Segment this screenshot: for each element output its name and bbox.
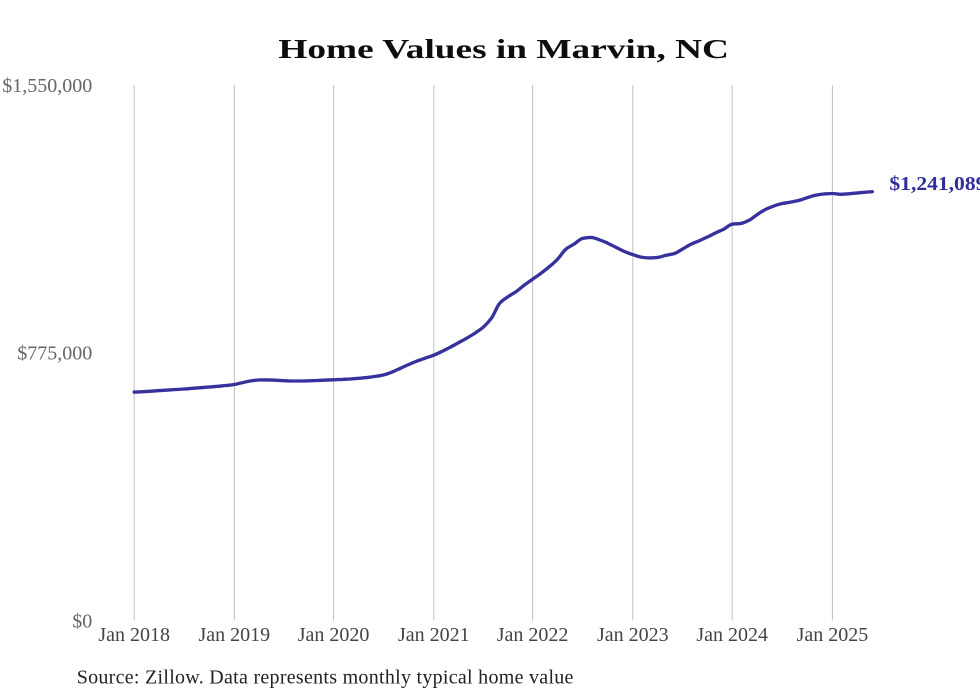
svg-text:$0: $0 (72, 610, 92, 632)
svg-text:$1,241,089: $1,241,089 (889, 173, 980, 195)
svg-text:Jan 2024: Jan 2024 (696, 624, 768, 646)
svg-text:Jan 2025: Jan 2025 (797, 624, 869, 646)
svg-text:Home Values in Marvin, NC: Home Values in Marvin, NC (278, 33, 729, 64)
svg-text:Jan 2019: Jan 2019 (198, 624, 270, 646)
svg-text:Jan 2020: Jan 2020 (298, 624, 370, 646)
svg-text:Jan 2023: Jan 2023 (597, 624, 669, 646)
svg-text:$775,000: $775,000 (17, 342, 92, 364)
svg-text:Source: Zillow. Data represent: Source: Zillow. Data represents monthly … (77, 666, 574, 688)
svg-text:Jan 2021: Jan 2021 (398, 624, 470, 646)
svg-text:Jan 2018: Jan 2018 (98, 624, 170, 646)
svg-text:$1,550,000: $1,550,000 (2, 75, 92, 97)
svg-text:Jan 2022: Jan 2022 (497, 624, 569, 646)
